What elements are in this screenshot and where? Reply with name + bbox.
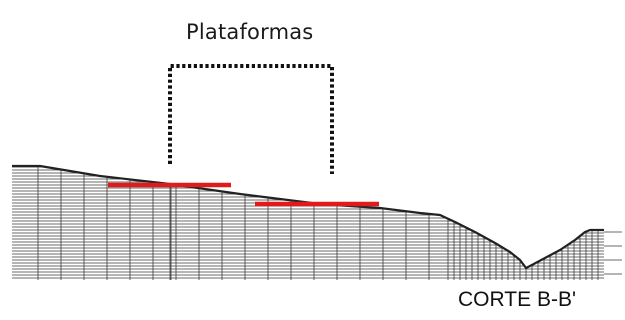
terrain-profile-line <box>12 164 604 270</box>
right-bank-ticks <box>604 231 622 275</box>
terrain-hatching <box>12 166 604 280</box>
platforms-label: Plataformas <box>186 20 314 44</box>
section-label: CORTE B-B' <box>458 288 576 311</box>
building-outline-dotted <box>168 64 334 174</box>
